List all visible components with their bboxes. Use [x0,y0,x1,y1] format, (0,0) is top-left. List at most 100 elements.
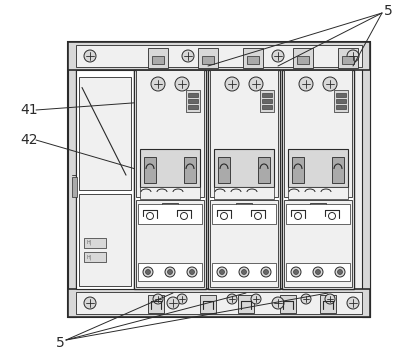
Circle shape [84,297,96,309]
Circle shape [322,77,336,91]
Circle shape [328,213,335,219]
Circle shape [189,269,194,274]
Bar [76,292,361,314]
Bar [148,48,168,68]
Circle shape [225,77,239,91]
Bar [140,149,200,187]
Circle shape [146,213,153,219]
Bar [309,203,325,213]
Bar [246,56,258,64]
Bar [79,77,131,190]
Bar [242,48,262,68]
Bar [279,295,295,313]
Bar [76,45,361,67]
Bar [283,200,351,287]
Bar [261,93,271,97]
Circle shape [219,269,224,274]
Circle shape [176,294,186,304]
Bar [341,56,353,64]
Bar [285,204,349,224]
Circle shape [239,267,248,277]
Bar [235,203,251,213]
Bar [259,90,273,112]
Text: H|: H| [87,254,92,260]
Bar [209,70,277,197]
Circle shape [337,269,342,274]
Bar [331,157,343,183]
Bar [138,204,201,224]
Bar [337,48,357,68]
Bar [296,56,308,64]
Circle shape [180,213,187,219]
Bar [68,42,369,317]
Bar [148,295,164,313]
Circle shape [220,213,227,219]
Circle shape [334,267,344,277]
Bar [213,187,273,199]
Bar [209,200,277,287]
Bar [198,48,217,68]
Bar [68,42,369,70]
Circle shape [271,297,283,309]
Circle shape [346,50,358,62]
Circle shape [271,50,283,62]
Circle shape [315,269,320,274]
Bar [76,70,134,289]
Bar [138,263,201,281]
Circle shape [250,294,260,304]
Bar [287,149,347,187]
Circle shape [324,294,334,304]
Circle shape [143,267,153,277]
Bar [134,70,205,289]
Circle shape [227,294,237,304]
Circle shape [294,213,301,219]
Bar [144,157,156,183]
Text: 5: 5 [383,4,391,18]
Bar [261,99,271,103]
Circle shape [84,50,96,62]
Bar [140,187,200,199]
Bar [283,70,351,197]
Bar [292,48,312,68]
Bar [211,263,275,281]
Bar [68,42,76,317]
Bar [186,90,200,112]
Bar [136,70,203,197]
Circle shape [145,269,150,274]
Circle shape [167,269,172,274]
Bar [291,157,303,183]
Bar [333,90,347,112]
Bar [237,295,253,313]
Bar [335,99,345,103]
Circle shape [241,269,246,274]
Circle shape [346,297,358,309]
Bar [213,149,273,187]
Text: H|: H| [87,239,92,245]
Bar [84,252,106,262]
Circle shape [312,267,322,277]
Circle shape [151,77,164,91]
Text: 42: 42 [20,133,37,147]
Circle shape [290,267,300,277]
Circle shape [174,77,188,91]
Circle shape [298,77,312,91]
Bar [201,56,213,64]
Bar [217,157,229,183]
Bar [79,194,131,286]
Bar [319,295,335,313]
Bar [335,105,345,109]
Bar [72,177,77,197]
Circle shape [263,269,268,274]
Circle shape [260,267,270,277]
Bar [188,99,198,103]
Circle shape [186,267,196,277]
Bar [285,263,349,281]
Bar [162,203,178,213]
Bar [361,42,369,317]
Bar [188,105,198,109]
Circle shape [164,267,174,277]
Text: 41: 41 [20,103,38,117]
Bar [84,238,106,248]
Bar [211,204,275,224]
Bar [152,56,164,64]
